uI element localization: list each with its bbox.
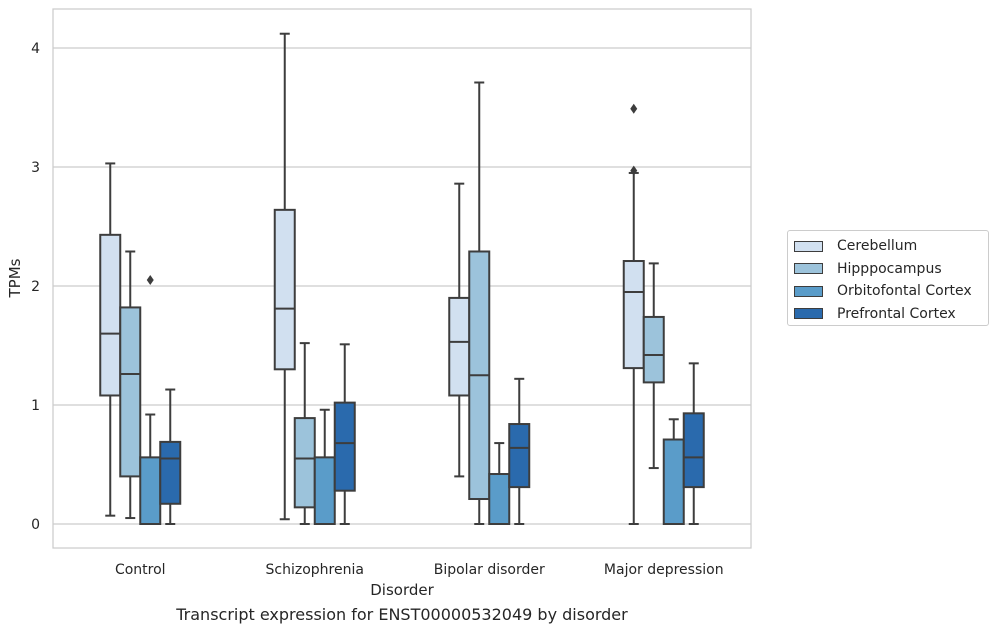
box-group (293, 342, 316, 525)
legend: Cerebellum Hipppocampus Orbitofontal Cor… (787, 230, 989, 326)
outlier-point (630, 103, 638, 114)
x-tick-label: Control (115, 562, 166, 578)
x-tick-label: Major depression (604, 562, 724, 578)
legend-swatch (794, 263, 823, 275)
box (293, 417, 316, 509)
legend-item-cerebellum: Cerebellum (794, 235, 982, 258)
y-tick-label: 4 (31, 41, 40, 57)
box (333, 401, 356, 492)
outlier-point (146, 275, 154, 286)
box (139, 456, 162, 525)
box (448, 296, 471, 397)
plot-area-frame (52, 8, 752, 549)
box-group (622, 103, 645, 525)
boxes (99, 32, 705, 526)
legend-item-prefrontal: Prefrontal Cortex (794, 303, 982, 326)
grid-lines (53, 47, 751, 525)
y-tick-label: 2 (31, 279, 40, 295)
box-group (682, 362, 705, 525)
legend-label: Cerebellum (837, 238, 918, 255)
box (99, 233, 122, 397)
legend-label: Orbitofontal Cortex (837, 283, 972, 300)
y-axis-label: TPMs (6, 258, 24, 298)
box-group (139, 275, 162, 525)
y-tick-label: 3 (31, 160, 40, 176)
legend-item-hippocampus: Hipppocampus (794, 258, 982, 281)
box-group (273, 32, 296, 521)
box (119, 306, 142, 478)
box (488, 473, 511, 525)
x-tick-label: Bipolar disorder (434, 562, 545, 578)
box (273, 208, 296, 371)
legend-swatch (794, 308, 823, 320)
y-tick-label: 1 (31, 398, 40, 414)
y-tick-labels: 0 1 2 3 4 (31, 41, 40, 533)
x-tick-labels: Control Schizophrenia Bipolar disorder Majo… (115, 562, 724, 578)
box (642, 315, 665, 384)
box-group (662, 418, 685, 526)
x-tick-label: Schizophrenia (266, 562, 364, 578)
box (622, 260, 645, 370)
figure-caption: Transcript expression for ENST0000053204… (176, 605, 628, 624)
box-group (333, 343, 356, 525)
y-tick-label: 0 (31, 517, 40, 533)
box-group (448, 182, 471, 478)
box (159, 440, 182, 505)
box (313, 456, 336, 525)
box (662, 438, 685, 526)
box-group (468, 81, 491, 525)
legend-label: Prefrontal Cortex (837, 305, 956, 322)
box-group (642, 262, 665, 470)
box (508, 423, 531, 489)
box-group (119, 250, 142, 520)
legend-swatch (794, 240, 823, 252)
box-group (159, 388, 182, 525)
legend-label: Hipppocampus (837, 260, 942, 277)
outlier-point (630, 165, 638, 176)
box-group (488, 442, 511, 525)
box-group (313, 408, 336, 525)
legend-swatch (794, 285, 823, 297)
x-axis-label: Disorder (370, 581, 434, 599)
legend-item-orbitofrontal: Orbitofontal Cortex (794, 280, 982, 303)
box-group (99, 162, 122, 517)
box (682, 412, 705, 489)
box-group (508, 377, 531, 525)
